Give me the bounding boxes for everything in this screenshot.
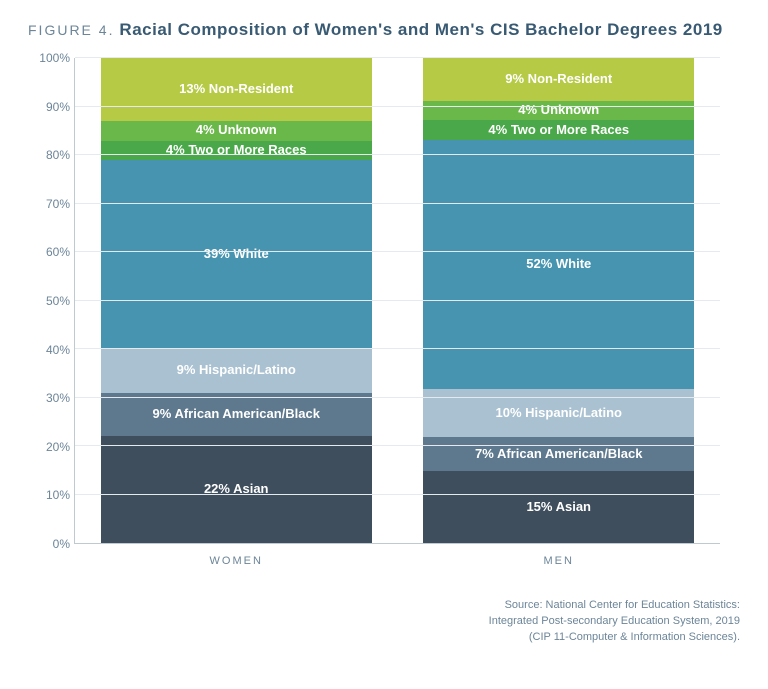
segment-unknown: 4% Unknown (423, 101, 694, 120)
y-tick-label: 60% (28, 245, 70, 259)
y-tick-label: 40% (28, 343, 70, 357)
bar-men: 15% Asian7% African American/Black10% Hi… (423, 58, 694, 543)
y-tick-label: 100% (28, 51, 70, 65)
bar-women: 22% Asian9% African American/Black9% His… (101, 58, 372, 543)
plot-region: 22% Asian9% African American/Black9% His… (74, 58, 720, 544)
source-line: Source: National Center for Education St… (28, 598, 740, 614)
y-tick-label: 10% (28, 488, 70, 502)
segment-two_or_more: 4% Two or More Races (423, 120, 694, 139)
y-tick-label: 0% (28, 537, 70, 551)
segment-non_resident: 9% Non-Resident (423, 58, 694, 101)
gridline (75, 397, 720, 398)
y-tick-label: 80% (28, 148, 70, 162)
y-tick-label: 20% (28, 440, 70, 454)
y-tick-label: 30% (28, 391, 70, 405)
chart-title-row: FIGURE 4. Racial Composition of Women's … (28, 20, 740, 40)
figure-label: FIGURE 4. (28, 22, 114, 38)
gridline (75, 203, 720, 204)
segment-non_resident: 13% Non-Resident (101, 58, 372, 121)
segment-white: 39% White (101, 160, 372, 349)
figure-title: Racial Composition of Women's and Men's … (119, 20, 722, 39)
segment-two_or_more: 4% Two or More Races (101, 141, 372, 160)
source-line: (CIP 11-Computer & Information Sciences)… (28, 630, 740, 646)
segment-unknown: 4% Unknown (101, 121, 372, 140)
segment-african_american: 9% African American/Black (101, 393, 372, 437)
y-tick-label: 90% (28, 100, 70, 114)
gridline (75, 348, 720, 349)
segment-asian: 15% Asian (423, 471, 694, 543)
x-label-women: WOMEN (101, 555, 372, 567)
segment-hispanic: 9% Hispanic/Latino (101, 349, 372, 393)
segment-white: 52% White (423, 140, 694, 390)
gridline (75, 494, 720, 495)
gridline (75, 154, 720, 155)
chart-area: 0% 10% 20% 30% 40% 50% 60% 70% 80% 90% 100% 22% As… (28, 54, 740, 574)
source-line: Integrated Post-secondary Education Syst… (28, 614, 740, 630)
gridline (75, 300, 720, 301)
segment-asian: 22% Asian (101, 436, 372, 543)
gridline (75, 445, 720, 446)
bars-container: 22% Asian9% African American/Black9% His… (75, 58, 720, 543)
gridline (75, 106, 720, 107)
y-tick-label: 50% (28, 294, 70, 308)
gridline (75, 57, 720, 58)
y-tick-label: 70% (28, 197, 70, 211)
x-label-men: MEN (423, 555, 694, 567)
gridline (75, 251, 720, 252)
segment-african_american: 7% African American/Black (423, 437, 694, 471)
source-citation: Source: National Center for Education St… (28, 598, 740, 646)
